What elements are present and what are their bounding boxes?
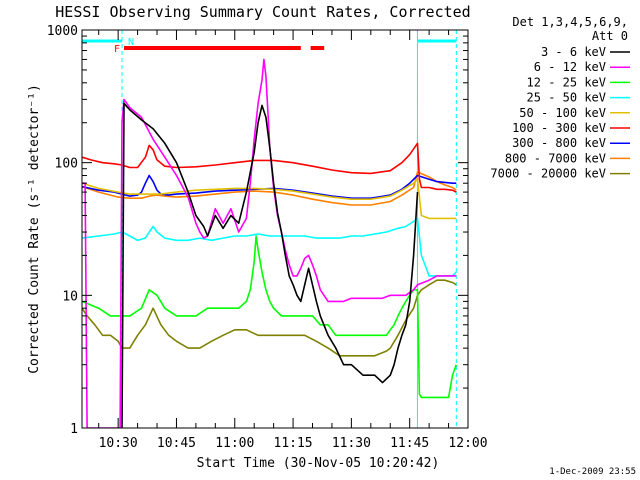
x-tick-label: 11:30 [332,436,371,451]
series-line-3-6-kev [121,102,419,428]
y-tick-label: 100 [55,157,78,172]
x-tick-label: 11:15 [274,436,313,451]
legend-entry-label: 100 - 300 keV [512,121,606,135]
y-axis-label: Corrected Count Rate (s⁻¹ detector⁻¹) [27,84,42,374]
series-line-25-50-kev [82,217,457,277]
legend-entry-label: 300 - 800 keV [512,136,606,150]
series-line-50-100-kev [82,178,457,220]
legend-entry-label: 7000 - 20000 keV [490,167,606,181]
x-axis-label: Start Time (30-Nov-05 10:20:42) [197,456,440,471]
plot-frame [81,29,469,429]
flare-marker-label: F [114,44,120,55]
series-line-800-7000-kev [82,171,457,206]
x-tick-label: 10:30 [99,436,138,451]
x-tick-label: 11:00 [215,436,254,451]
series-line-6-12-kev [82,58,457,428]
y-tick-label: 1 [70,422,78,437]
series-line-7000-20000-kev [82,279,457,357]
legend-entry-label: 3 - 6 keV [541,45,606,59]
x-tick-label: 12:00 [448,436,487,451]
legend-entry-label: 12 - 25 keV [527,75,606,89]
y-tick-label: 10 [62,289,78,304]
night-marker-label: N [128,37,134,48]
series-line-100-300-kev [82,142,457,193]
series-line-12-25-kev [82,235,458,399]
x-tick-label: 11:45 [390,436,429,451]
legend-entry-label: 50 - 100 keV [519,106,606,120]
legend-entry-label: 25 - 50 keV [527,91,606,105]
y-tick-label: 1000 [47,24,78,39]
timestamp: 1-Dec-2009 23:55 [549,467,636,477]
chart-title: HESSI Observing Summary Count Rates, Cor… [55,3,470,21]
legend-header-line-2: Att 0 [592,29,628,43]
x-tick-label: 10:45 [157,436,196,451]
legend-header-line-1: Det 1,3,4,5,6,9, [512,15,628,29]
legend-entry-label: 6 - 12 keV [534,60,606,74]
legend-entry-label: 800 - 7000 keV [505,151,606,165]
